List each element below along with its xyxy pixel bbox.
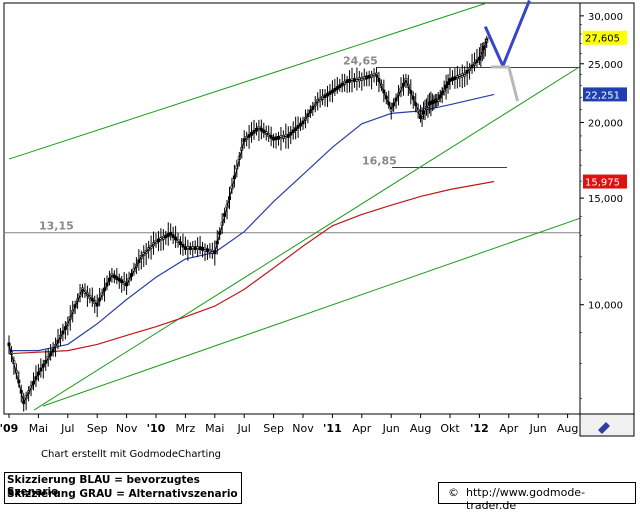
y-axis: 30,000 25,000 20,000 15,000 10,000 27,605 22,2…	[579, 2, 635, 437]
scenario-path	[491, 65, 520, 102]
x-tick-label: Okt	[440, 422, 460, 435]
price-badge	[583, 30, 627, 45]
x-axis: '09 Mai Jul Sep Nov '10 Mrz Mai Jul Sep Nov '11 Apr J…	[0, 413, 580, 435]
y-tick-label: 30,000	[588, 12, 623, 23]
plot-frame	[3, 2, 581, 415]
y-tick-label: 25,000	[588, 60, 623, 71]
trend-line	[42, 217, 580, 407]
x-tick-label: Sep	[87, 422, 108, 435]
plot-area: 24,65 16,85 13,15	[3, 0, 581, 415]
x-tick-label: Jul	[237, 422, 251, 435]
source-link[interactable]: http://www.godmode-trader.de	[466, 486, 586, 512]
x-tick-label: Mai	[29, 422, 48, 435]
copyright-icon: ©	[448, 486, 459, 499]
x-tick-label: Sep	[263, 422, 284, 435]
scenario-grey-note: Skizzierung GRAU = Alternativszenario	[7, 488, 238, 500]
y-tick-label: 10,000	[588, 301, 623, 312]
chart-credit: Chart erstellt mit GodmodeCharting	[41, 449, 221, 460]
price-badge-label: 15,975	[585, 178, 620, 189]
price-badge-label: 27,605	[585, 34, 620, 45]
chart-pen-icon	[598, 422, 610, 434]
level-label: 24,65	[343, 54, 378, 67]
x-tick-label: '12	[470, 422, 489, 435]
x-tick-label: '09	[0, 422, 18, 435]
x-tick-label: Jul	[60, 422, 74, 435]
x-tick-label: Aug	[557, 422, 578, 435]
y-tick-label: 20,000	[588, 118, 623, 129]
scenario-path	[483, 0, 531, 68]
level-label: 13,15	[39, 220, 74, 233]
x-tick-label: Apr	[352, 422, 372, 435]
x-tick-label: Nov	[116, 422, 138, 435]
sma-long-line	[8, 180, 495, 355]
scenario-blue-note: Skizzierung BLAU = bevorzugtes Szenario	[7, 474, 200, 498]
price-line	[8, 37, 489, 404]
x-tick-label: Jun	[382, 422, 400, 435]
x-tick-label: '10	[147, 422, 166, 435]
sma-short-line	[9, 93, 495, 352]
price-badge	[583, 87, 627, 102]
plot-content	[4, 3, 580, 412]
price-badge	[583, 174, 627, 189]
trend-line	[8, 3, 487, 160]
scenario-legend: Skizzierung BLAU = bevorzugtes Szenario …	[4, 472, 242, 504]
y-tick-label: 15,000	[588, 194, 623, 205]
x-tick-label: Jun	[529, 422, 547, 435]
source-box[interactable]: © http://www.godmode-trader.de	[438, 482, 636, 512]
x-tick-label: Apr	[499, 422, 519, 435]
x-tick-label: Aug	[410, 422, 431, 435]
x-tick-label: Nov	[292, 422, 314, 435]
level-label: 16,85	[362, 155, 397, 168]
x-tick-label: '11	[323, 422, 342, 435]
trend-line	[33, 66, 580, 411]
price-badge-label: 22,251	[585, 90, 620, 101]
x-tick-label: Mai	[205, 422, 224, 435]
x-tick-label: Mrz	[176, 422, 196, 435]
